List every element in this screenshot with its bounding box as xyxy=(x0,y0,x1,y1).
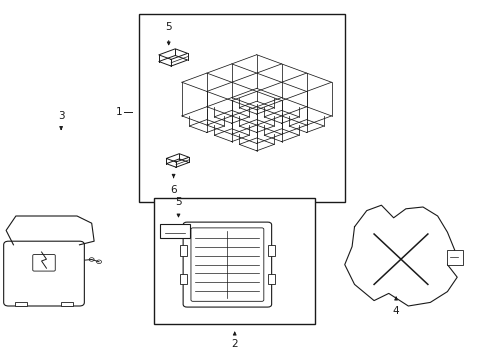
Bar xyxy=(61,302,73,306)
Bar xyxy=(180,274,186,284)
Text: 3: 3 xyxy=(58,111,64,121)
FancyBboxPatch shape xyxy=(183,222,271,307)
Bar xyxy=(267,274,274,284)
Bar xyxy=(160,224,190,238)
FancyBboxPatch shape xyxy=(33,255,55,271)
Text: 1: 1 xyxy=(115,107,122,117)
Bar xyxy=(154,198,315,324)
Bar xyxy=(15,302,27,306)
Bar xyxy=(267,245,274,256)
FancyBboxPatch shape xyxy=(190,228,264,301)
Bar xyxy=(139,14,344,202)
Text: 6: 6 xyxy=(170,185,177,195)
Bar xyxy=(180,245,186,256)
Bar xyxy=(447,250,462,265)
Text: 2: 2 xyxy=(231,339,238,350)
FancyBboxPatch shape xyxy=(4,241,84,306)
Text: 4: 4 xyxy=(392,306,399,316)
Text: 5: 5 xyxy=(175,197,182,207)
Text: 5: 5 xyxy=(165,22,172,32)
